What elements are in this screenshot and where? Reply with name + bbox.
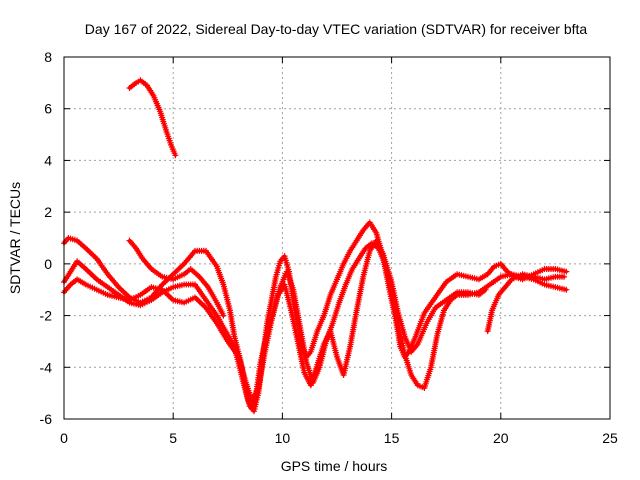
y-tick-label: -6: [40, 411, 53, 427]
y-tick-label: 6: [44, 101, 52, 117]
series-layer: [61, 77, 570, 415]
series-markers: [484, 271, 568, 335]
y-tick-label: -4: [40, 359, 53, 375]
x-tick-label: 25: [602, 430, 618, 446]
y-tick-label: 8: [44, 49, 52, 65]
axis-ticks: 0 5 10 15 20 25 -6 -4 -2 0 2 4 6 8: [40, 49, 618, 446]
grid: [64, 57, 610, 419]
x-tick-label: 10: [275, 430, 291, 446]
plot-frame: [63, 56, 611, 420]
x-tick-label: 20: [493, 430, 509, 446]
series-trace-upper-isolated: [126, 77, 179, 159]
y-axis-label: SDTVAR / TECUs: [7, 182, 23, 294]
y-tick-label: 2: [44, 204, 52, 220]
x-tick-label: 0: [60, 430, 68, 446]
y-tick-label: 4: [44, 152, 52, 168]
y-tick-label: 0: [44, 256, 52, 272]
x-tick-label: 15: [384, 430, 400, 446]
series-trace-c: [61, 237, 489, 404]
series-markers: [61, 237, 489, 404]
series-markers: [126, 77, 179, 159]
chart-title: Day 167 of 2022, Sidereal Day-to-day VTE…: [85, 21, 588, 37]
series-trace-e: [484, 271, 568, 335]
series-markers: [126, 237, 227, 319]
y-tick-label: -2: [40, 308, 53, 324]
x-axis-label: GPS time / hours: [281, 458, 388, 474]
x-tick-label: 5: [169, 430, 177, 446]
series-line: [486, 272, 566, 333]
series-trace-d: [126, 237, 227, 319]
